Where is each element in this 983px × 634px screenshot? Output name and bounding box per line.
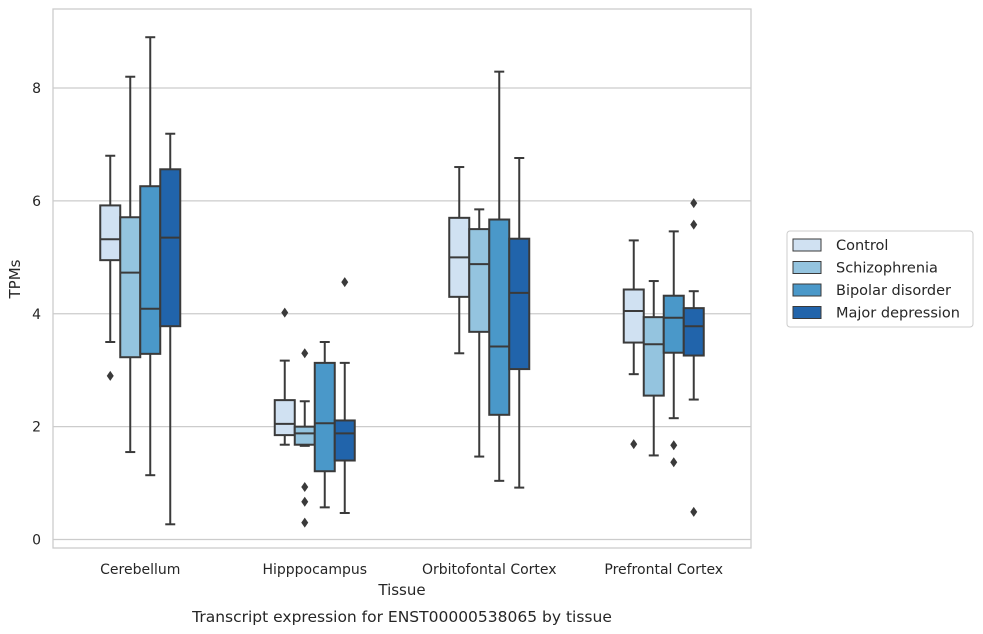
x-tick-label: Orbitofontal Cortex xyxy=(422,562,557,578)
outlier-point xyxy=(690,506,698,517)
box-plot xyxy=(508,157,531,489)
box-plot xyxy=(488,70,511,482)
box-plot xyxy=(333,277,356,515)
legend-label: Bipolar disorder xyxy=(836,283,951,299)
y-tick-label: 0 xyxy=(32,533,41,549)
box-plot xyxy=(448,166,471,355)
x-tick-label: Cerebellum xyxy=(100,562,180,578)
box-body xyxy=(313,361,336,473)
box-plots xyxy=(99,36,705,528)
legend-swatch xyxy=(792,306,822,319)
outlier-point xyxy=(301,517,309,528)
outlier-point xyxy=(341,277,349,288)
y-tick-label: 4 xyxy=(32,307,41,323)
box-body xyxy=(273,399,296,437)
box-plot xyxy=(642,280,665,457)
x-tick-label: Hipppocampus xyxy=(262,562,367,578)
legend-swatch xyxy=(792,238,822,252)
box-plot xyxy=(313,340,336,509)
box-plot xyxy=(273,307,296,446)
outlier-point xyxy=(690,198,698,209)
outlier-point xyxy=(106,370,114,381)
y-axis-label: TPMs xyxy=(6,259,24,299)
box-body xyxy=(333,419,356,462)
legend-label: Control xyxy=(836,238,888,254)
box-body xyxy=(622,288,645,344)
outlier-point xyxy=(670,440,678,451)
chart-caption: Transcript expression for ENST0000053806… xyxy=(191,608,612,626)
box-body xyxy=(508,237,531,371)
legend-label: Schizophrenia xyxy=(836,261,938,277)
box-body xyxy=(488,218,511,416)
box-body xyxy=(159,168,182,328)
box-plot xyxy=(139,36,162,477)
x-tick-label: Prefrontal Cortex xyxy=(604,562,723,578)
box-body xyxy=(119,216,142,359)
y-axis-ticks: 0 2 4 6 8 xyxy=(32,81,41,549)
outlier-point xyxy=(630,439,638,450)
box-plot xyxy=(293,348,316,528)
box-plot xyxy=(99,154,122,381)
legend-label: Major depression xyxy=(836,306,960,322)
box-plot xyxy=(159,132,182,526)
legend-frame xyxy=(786,230,974,328)
x-axis-ticks: Cerebellum Hipppocampus Orbitofontal Corte… xyxy=(100,562,723,578)
box-body xyxy=(293,425,316,446)
outlier-point xyxy=(690,219,698,230)
box-plot xyxy=(682,198,705,517)
box-body xyxy=(642,316,665,397)
outlier-point xyxy=(281,307,289,318)
y-tick-label: 8 xyxy=(32,81,41,97)
plot-frame xyxy=(52,8,752,549)
outlier-point xyxy=(301,496,309,507)
box-body xyxy=(139,185,162,355)
box-body xyxy=(662,294,685,354)
x-axis-label: Tissue xyxy=(377,581,425,599)
box-body xyxy=(682,307,705,357)
legend: Control Schizophrenia Bipolar disorder Majo… xyxy=(786,230,974,328)
box-plot xyxy=(119,75,142,454)
legend-swatch xyxy=(792,261,822,274)
legend-swatch xyxy=(792,283,822,297)
y-tick-label: 2 xyxy=(32,420,41,436)
box-body xyxy=(468,228,491,333)
outlier-point xyxy=(301,348,309,359)
outlier-point xyxy=(670,457,678,468)
y-tick-label: 6 xyxy=(32,194,41,210)
box-plot xyxy=(622,239,645,450)
outlier-point xyxy=(301,482,309,493)
box-body xyxy=(99,204,122,262)
